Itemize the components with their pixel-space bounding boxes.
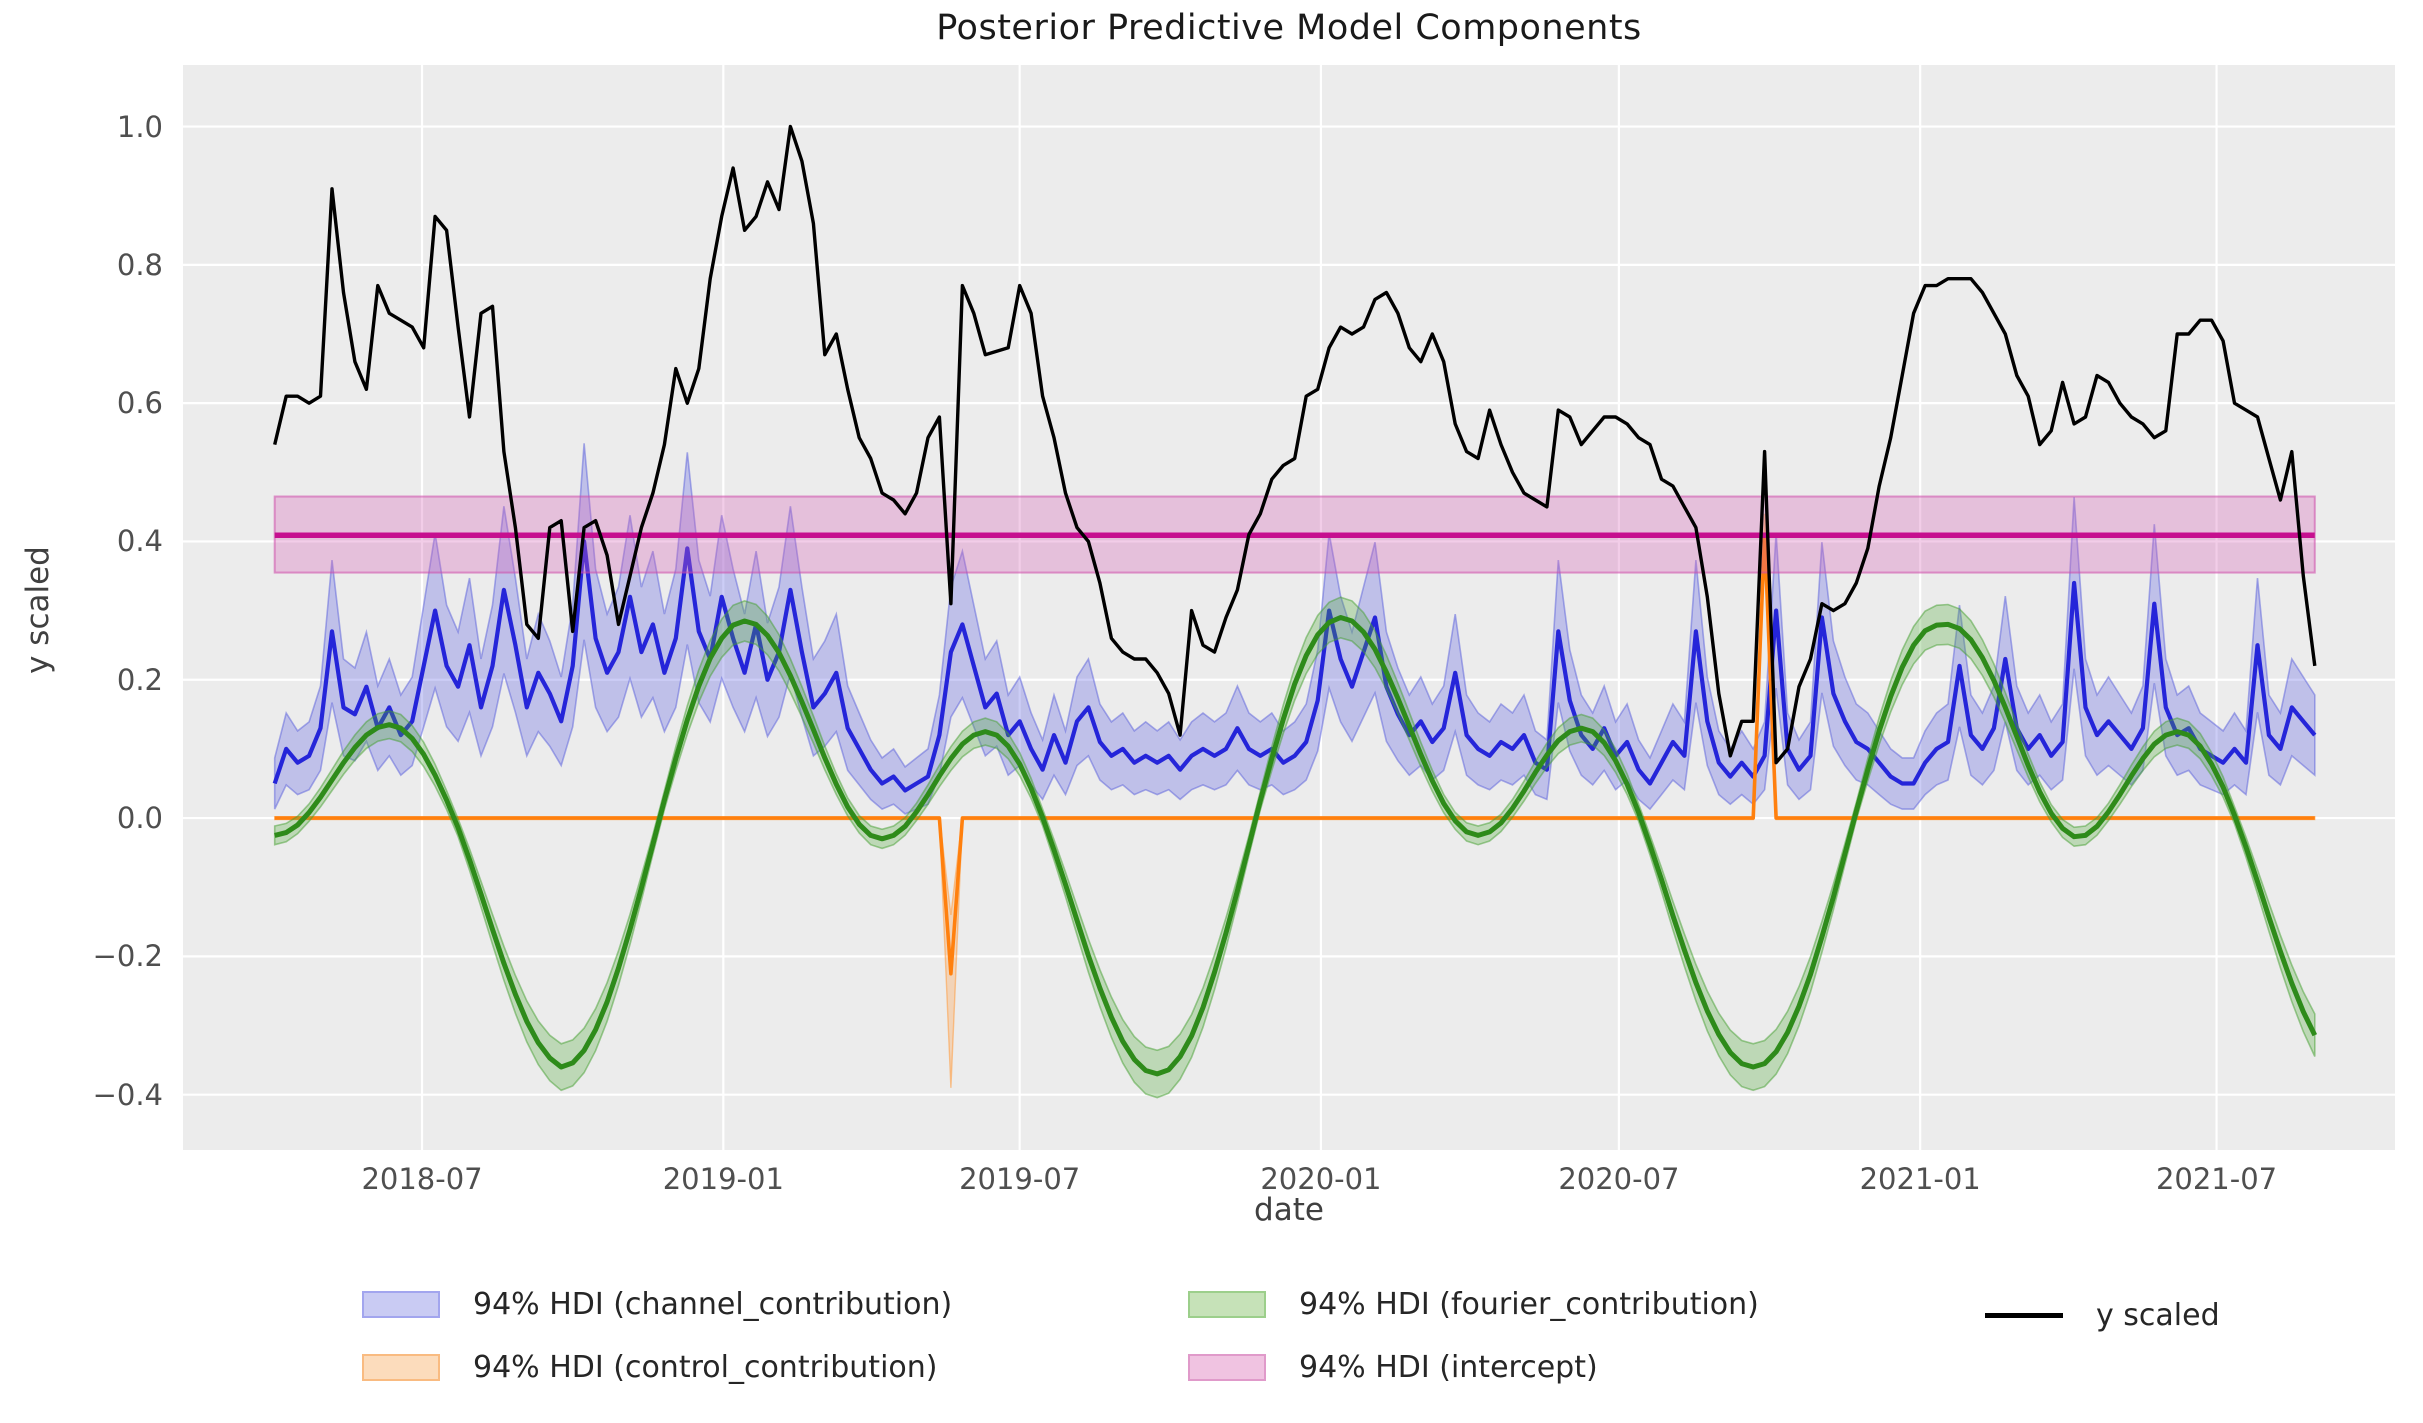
legend-line-icon	[1985, 1313, 2063, 1318]
legend-label: 94% HDI (fourier_contribution)	[1299, 1287, 1759, 1322]
control-mean-line	[274, 532, 2315, 976]
fourier-hdi-band	[273, 596, 2316, 1099]
legend-label: 94% HDI (channel_contribution)	[473, 1287, 953, 1322]
legend-label: 94% HDI (intercept)	[1299, 1350, 1598, 1385]
legend-label: 94% HDI (control_contribution)	[473, 1350, 938, 1385]
channel-hdi-band	[273, 443, 2316, 815]
x-tick-label: 2020-01	[1260, 1162, 1382, 1196]
y-scaled-line	[273, 124, 2317, 765]
legend-patch-icon	[1188, 1291, 1266, 1318]
plot-background	[183, 65, 2395, 1150]
x-tick-label: 2019-01	[662, 1162, 784, 1196]
x-tick-label: 2020-07	[1558, 1162, 1680, 1196]
legend-entry-control-contribution: 94% HDI (control_contribution)	[362, 1350, 937, 1385]
y-tick-label: 0.0	[116, 801, 163, 836]
y-tick-label: 0.2	[116, 662, 163, 697]
x-tick-label: 2021-01	[1859, 1162, 1981, 1196]
legend-entry-fourier-contribution: 94% HDI (fourier_contribution)	[1188, 1287, 1759, 1322]
legend-entry-channel-contribution: 94% HDI (channel_contribution)	[362, 1287, 952, 1322]
y-tick-label: 1.0	[116, 109, 163, 144]
x-tick-label: 2018-07	[361, 1162, 483, 1196]
y-tick-label: 0.4	[116, 524, 163, 559]
channel-mean-line	[272, 539, 2317, 793]
y-tick-label: −0.2	[92, 939, 163, 974]
legend-label: y scaled	[2096, 1298, 2220, 1333]
chart-title: Posterior Predictive Model Components	[936, 8, 1642, 48]
legend-patch-icon	[1188, 1354, 1266, 1381]
x-tick-label: 2019-07	[959, 1162, 1081, 1196]
legend-patch-icon	[362, 1291, 440, 1318]
fourier-mean-line	[274, 615, 2318, 1077]
legend-patch-icon	[362, 1354, 440, 1381]
x-tick-label: 2021-07	[2155, 1162, 2278, 1196]
y-tick-label: −0.4	[92, 1077, 163, 1112]
y-tick-label: 0.6	[116, 386, 163, 421]
legend-entry-intercept: 94% HDI (intercept)	[1188, 1350, 1598, 1385]
legend-entry-y-scaled: y scaled	[1985, 1298, 2220, 1333]
x-axis-label: date	[1254, 1192, 1324, 1228]
y-tick-label: 0.8	[116, 247, 163, 282]
